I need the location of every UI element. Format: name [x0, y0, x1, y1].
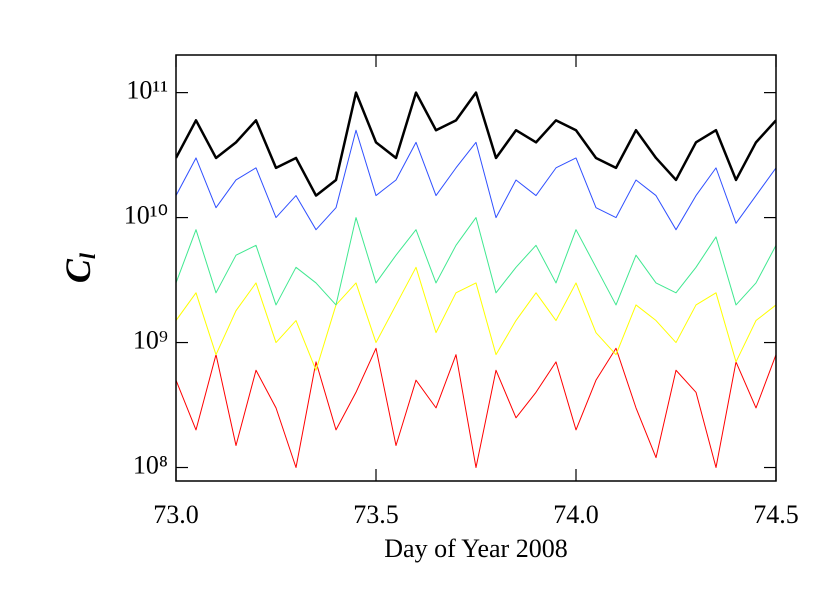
series-line: [176, 347, 776, 469]
series-line: [176, 266, 776, 371]
y-tick-label: 10⁹: [133, 326, 168, 355]
series-line: [176, 91, 776, 197]
y-axis-label-group: Cl: [58, 252, 100, 283]
y-tick-label: 10⁸: [133, 450, 168, 479]
y-tick-label: 10¹⁰: [124, 201, 168, 230]
y-axis-label: Cl: [58, 252, 100, 283]
x-tick-label: 74.0: [553, 500, 599, 529]
x-axis-label: Day of Year 2008: [384, 534, 567, 563]
y-axis-label-sub: l: [75, 252, 100, 259]
x-tick-label: 73.5: [353, 500, 399, 529]
x-tick-label: 73.0: [153, 500, 199, 529]
plot-lines: [176, 91, 776, 469]
series-line: [176, 129, 776, 231]
y-tick-label: 10¹¹: [126, 76, 168, 105]
plot-frame: [175, 54, 777, 482]
series-line: [176, 217, 776, 306]
y-axis-label-main: C: [58, 258, 98, 283]
x-tick-label: 74.5: [753, 500, 799, 529]
